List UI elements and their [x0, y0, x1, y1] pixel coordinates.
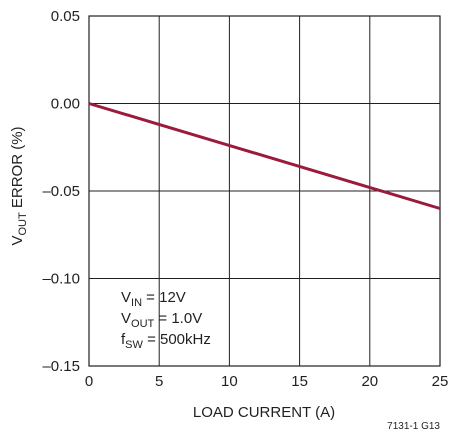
y-tick-label: –0.05 — [42, 183, 80, 200]
y-axis-label: VOUT ERROR (%) — [9, 126, 29, 245]
series-group — [88, 102, 441, 210]
y-tick-label: 0.05 — [51, 8, 80, 25]
x-tick-label: 20 — [361, 373, 378, 390]
x-tick-labels: 0 5 10 15 20 25 — [85, 373, 449, 390]
condition-vin: VIN = 12V — [121, 289, 186, 309]
x-tick-label: 5 — [155, 373, 163, 390]
condition-vout: VOUT = 1.0V — [121, 310, 202, 330]
x-tick-label: 15 — [291, 373, 308, 390]
conditions-annotation: VIN = 12V VOUT = 1.0V fSW = 500kHz — [121, 289, 211, 351]
y-tick-label: 0.00 — [51, 96, 80, 113]
y-tick-labels: 0.05 0.00 –0.05 –0.10 –0.15 — [42, 8, 80, 375]
series-line — [88, 102, 441, 210]
x-tick-label: 0 — [85, 373, 93, 390]
y-tick-label: –0.10 — [42, 271, 80, 288]
x-tick-label: 10 — [221, 373, 238, 390]
condition-fsw: fSW = 500kHz — [121, 331, 211, 351]
plot-frame — [88, 15, 441, 367]
x-tick-label: 25 — [432, 373, 449, 390]
x-axis-label: LOAD CURRENT (A) — [193, 404, 335, 421]
grid — [89, 16, 440, 366]
figure-id: 7131-1 G13 — [387, 421, 440, 432]
y-tick-label: –0.15 — [42, 358, 80, 375]
